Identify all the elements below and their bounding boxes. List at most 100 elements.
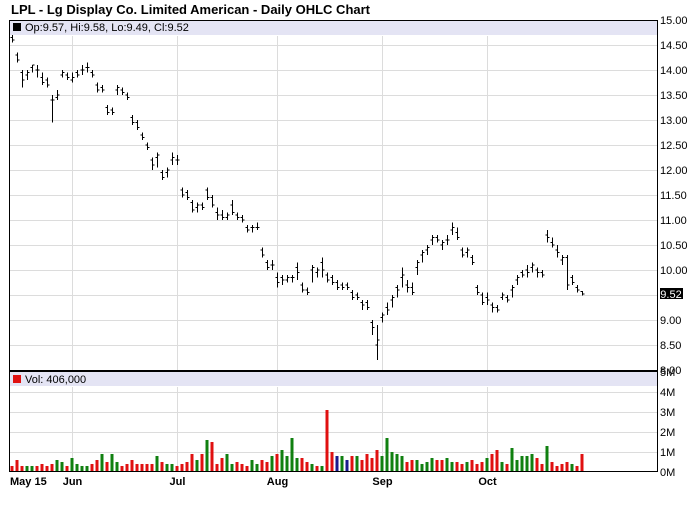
volume-bar (40, 464, 44, 472)
chart-title: LPL - Lg Display Co. Limited American - … (11, 2, 371, 17)
price-tick-label: 11.50 (660, 190, 687, 202)
volume-bar (500, 462, 504, 472)
volume-bar (290, 438, 294, 472)
ohlc-bar (525, 265, 530, 278)
volume-bar (235, 462, 239, 472)
volume-bar (545, 446, 549, 472)
ohlc-bar (250, 225, 255, 233)
ohlc-bar (60, 70, 65, 78)
ohlc-bar (295, 262, 300, 280)
ohlc-bar (180, 187, 185, 198)
volume-bar (340, 456, 344, 472)
volume-legend-swatch (13, 375, 21, 383)
ohlc-bar (175, 155, 180, 165)
ohlc-bar (465, 247, 470, 258)
volume-bar (300, 458, 304, 472)
ohlc-bar (485, 292, 490, 305)
ohlc-bar (340, 282, 345, 290)
volume-bar (510, 448, 514, 472)
volume-bar (360, 460, 364, 472)
volume-bar (565, 462, 569, 472)
volume-bar (550, 462, 554, 472)
ohlc-bar (195, 202, 200, 213)
volume-bar (90, 464, 94, 472)
volume-bar (395, 454, 399, 472)
ohlc-bar (350, 290, 355, 300)
ohlc-bar (95, 82, 100, 93)
volume-bar (325, 410, 329, 472)
ohlc-bar (150, 157, 155, 170)
ohlc-bar (65, 72, 70, 80)
ohlc-bar (225, 212, 230, 220)
ohlc-bar (365, 300, 370, 310)
price-tick-label: 10.50 (660, 240, 688, 252)
volume-bar (65, 466, 69, 472)
ohlc-bar (355, 292, 360, 300)
volume-bar (420, 464, 424, 472)
price-panel-frame (9, 20, 658, 371)
ohlc-bar (420, 250, 425, 263)
ohlc-bar (545, 230, 550, 243)
volume-bar (460, 464, 464, 472)
volume-bar (70, 458, 74, 472)
volume-bars (10, 410, 584, 472)
ohlc-bar (110, 107, 115, 115)
volume-bar (390, 452, 394, 472)
ohlc-bar (10, 35, 15, 43)
volume-bar (35, 466, 39, 472)
month-label: Sep (372, 476, 392, 488)
volume-bar (145, 464, 149, 472)
ohlc-bar (580, 291, 585, 296)
ohlc-bar (475, 285, 480, 295)
volume-bar (435, 460, 439, 472)
volume-bar (450, 462, 454, 472)
volume-bar (425, 462, 429, 472)
ohlc-bar (400, 267, 405, 288)
ohlc-bar (385, 302, 390, 315)
volume-bar (285, 456, 289, 472)
ohlc-bar (75, 70, 80, 78)
ohlc-bar (50, 95, 55, 123)
ohlc-bar (425, 245, 430, 255)
volume-panel-frame (9, 371, 658, 472)
volume-bar (20, 466, 24, 472)
ohlc-bar (190, 200, 195, 213)
price-tick-label: 12.00 (660, 165, 688, 177)
volume-bar (45, 466, 49, 472)
ohlc-bar (480, 292, 485, 305)
volume-bar (345, 460, 349, 472)
ohlc-bar (20, 70, 25, 88)
ohlc-bar (205, 187, 210, 200)
ohlc-bar (220, 210, 225, 220)
volume-bar (575, 466, 579, 472)
volume-bar (220, 458, 224, 472)
x-axis-month-labels: May 15 Jun Jul Aug Sep Oct (10, 476, 497, 488)
month-label: Jun (63, 476, 83, 488)
ohlc-bar (300, 282, 305, 293)
ohlc-bar (160, 170, 165, 180)
volume-bar (350, 456, 354, 472)
price-bars (10, 35, 585, 360)
volume-bar (185, 462, 189, 472)
price-legend-text: Op:9.57, Hi:9.58, Lo:9.49, Cl:9.52 (25, 22, 189, 34)
ohlc-bar (535, 267, 540, 278)
ohlc-bar (115, 85, 120, 95)
volume-bar (370, 458, 374, 472)
volume-bar (120, 466, 124, 472)
ohlc-bar (575, 285, 580, 293)
volume-bar (260, 460, 264, 472)
volume-bar (50, 464, 54, 472)
ohlc-bar (570, 275, 575, 285)
volume-tick-label: 2M (660, 427, 675, 439)
price-tick-label: 10.00 (660, 265, 688, 277)
ohlc-bar (565, 255, 570, 290)
ohlc-bar (335, 280, 340, 290)
volume-bar (440, 460, 444, 472)
volume-bar (115, 462, 119, 472)
ohlc-bar (345, 282, 350, 290)
ohlc-bar (360, 300, 365, 310)
price-tick-label: 9.00 (660, 315, 681, 327)
ohlc-bar (45, 77, 50, 88)
volume-bar (210, 442, 214, 472)
